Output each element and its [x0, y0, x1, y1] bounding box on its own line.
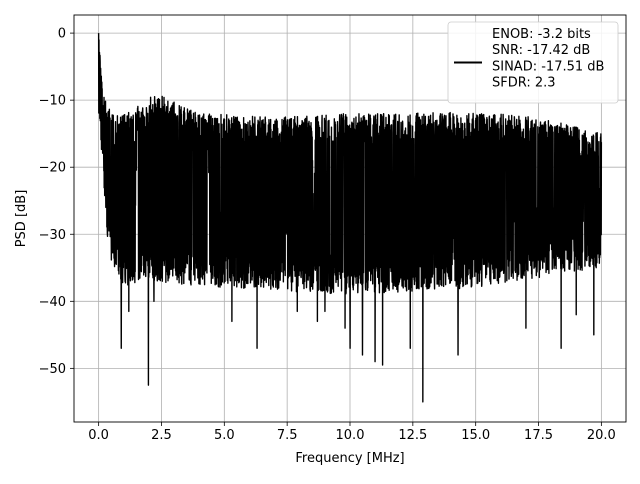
y-axis-label: PSD [dB] — [14, 190, 29, 248]
y-tick-label: 0 — [58, 27, 66, 42]
x-tick-label: 15.0 — [461, 428, 490, 443]
x-axis-label: Frequency [MHz] — [295, 451, 404, 466]
x-tick-label: 10.0 — [336, 428, 365, 443]
x-tick-label: 2.5 — [151, 428, 172, 443]
plot-area — [97, 33, 603, 403]
y-tick-label: −30 — [39, 228, 66, 243]
x-tick-label: 20.0 — [587, 428, 616, 443]
x-tick-label: 5.0 — [214, 428, 235, 443]
psd-series-line — [97, 33, 603, 403]
x-tick-label: 17.5 — [524, 428, 553, 443]
y-tick-label: −40 — [39, 295, 66, 310]
y-tick-label: −10 — [39, 94, 66, 109]
legend-entry-sfdr: SFDR: 2.3 — [492, 76, 556, 91]
legend: ENOB: -3.2 bits SNR: -17.42 dB SINAD: -1… — [447, 21, 619, 104]
x-tick-label: 0.0 — [88, 428, 109, 443]
legend-entry-enob: ENOB: -3.2 bits — [492, 27, 591, 42]
legend-entry-sinad: SINAD: -17.51 dB — [492, 59, 604, 74]
axis-ticks: 0.0 2.5 5.0 7.5 10.0 12.5 15.0 17.5 20.0 0 −10 −20 −… — [39, 27, 616, 443]
x-tick-label: 7.5 — [277, 428, 298, 443]
legend-entry-snr: SNR: -17.42 dB — [492, 43, 590, 58]
y-tick-label: −50 — [39, 362, 66, 377]
legend-box — [447, 21, 619, 104]
x-tick-label: 12.5 — [398, 428, 427, 443]
y-tick-label: −20 — [39, 161, 66, 176]
